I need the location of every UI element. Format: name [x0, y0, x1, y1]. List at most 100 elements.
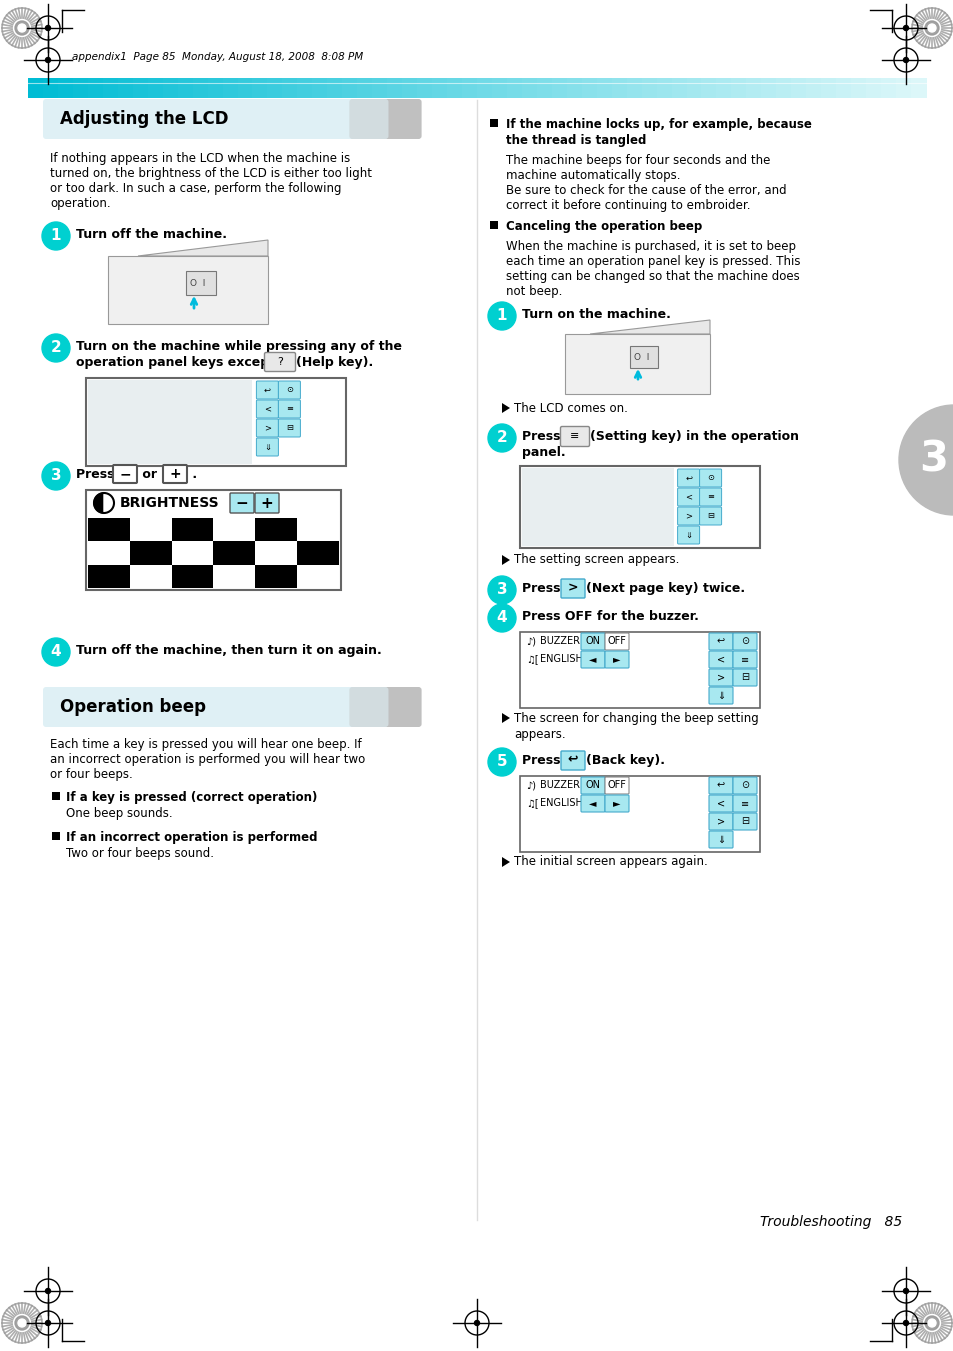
Text: ⇓: ⇓	[264, 443, 271, 451]
FancyBboxPatch shape	[43, 688, 396, 727]
Circle shape	[924, 22, 938, 35]
FancyBboxPatch shape	[264, 353, 295, 372]
Text: ►: ►	[613, 798, 620, 808]
Bar	[519, 466, 760, 549]
Bar	[490, 119, 497, 127]
Bar	[700, 78, 717, 99]
Bar	[656, 78, 672, 99]
FancyBboxPatch shape	[580, 777, 604, 794]
Text: BUZZER: BUZZER	[539, 781, 579, 790]
Text: ≡: ≡	[706, 493, 714, 501]
Text: The screen for changing the beep setting: The screen for changing the beep setting	[514, 712, 758, 725]
Circle shape	[924, 1316, 938, 1329]
Bar	[865, 78, 882, 99]
Bar	[805, 78, 821, 99]
Text: the thread is tangled: the thread is tangled	[505, 134, 646, 147]
Bar	[213, 517, 255, 542]
Text: Canceling the operation beep: Canceling the operation beep	[505, 220, 701, 232]
Text: Each time a key is pressed you will hear one beep. If: Each time a key is pressed you will hear…	[50, 738, 361, 751]
Bar	[476, 78, 493, 99]
Circle shape	[488, 604, 516, 632]
FancyBboxPatch shape	[580, 794, 604, 812]
Bar	[461, 78, 477, 99]
Bar	[492, 78, 507, 99]
Circle shape	[474, 1320, 479, 1325]
Circle shape	[902, 58, 907, 62]
Bar	[213, 542, 255, 565]
FancyBboxPatch shape	[708, 777, 732, 794]
Bar	[790, 78, 806, 99]
Circle shape	[488, 303, 516, 330]
Bar	[490, 222, 497, 230]
Text: Turn on the machine while pressing any of the: Turn on the machine while pressing any o…	[76, 340, 401, 353]
Circle shape	[46, 58, 51, 62]
Bar	[297, 78, 313, 99]
FancyBboxPatch shape	[732, 813, 757, 830]
Text: panel.: panel.	[521, 446, 565, 459]
FancyBboxPatch shape	[230, 493, 253, 513]
Text: Turn off the machine, then turn it on again.: Turn off the machine, then turn it on ag…	[76, 644, 381, 657]
FancyBboxPatch shape	[708, 634, 732, 650]
Bar	[850, 78, 866, 99]
Text: O  I: O I	[634, 353, 649, 362]
Text: (Back key).: (Back key).	[585, 754, 664, 767]
Bar	[108, 255, 268, 324]
Text: If an incorrect operation is performed: If an incorrect operation is performed	[66, 831, 317, 844]
Bar	[581, 78, 598, 99]
Text: operation panel keys except: operation panel keys except	[76, 357, 279, 369]
Text: OFF: OFF	[607, 636, 626, 647]
Text: ≡: ≡	[740, 798, 748, 808]
FancyBboxPatch shape	[278, 419, 300, 436]
Circle shape	[15, 1316, 29, 1329]
Text: ♫[: ♫[	[525, 798, 538, 808]
Bar	[551, 78, 567, 99]
Bar	[731, 78, 746, 99]
Bar	[296, 517, 338, 542]
Bar	[28, 78, 44, 99]
Text: or too dark. In such a case, perform the following: or too dark. In such a case, perform the…	[50, 182, 341, 195]
Circle shape	[902, 26, 907, 31]
FancyBboxPatch shape	[604, 651, 628, 667]
Bar	[521, 467, 673, 546]
Bar	[86, 490, 340, 590]
Text: operation.: operation.	[50, 197, 111, 209]
Bar	[821, 78, 837, 99]
FancyBboxPatch shape	[699, 469, 720, 486]
Bar	[103, 78, 119, 99]
Text: ↩: ↩	[717, 781, 724, 790]
FancyBboxPatch shape	[349, 688, 421, 727]
Text: ⇓: ⇓	[684, 531, 691, 539]
FancyBboxPatch shape	[256, 381, 278, 399]
Bar	[402, 78, 417, 99]
FancyBboxPatch shape	[708, 651, 732, 667]
Polygon shape	[589, 320, 709, 334]
Text: ◄: ◄	[589, 654, 597, 665]
Bar	[895, 78, 911, 99]
FancyBboxPatch shape	[708, 669, 732, 686]
Text: correct it before continuing to embroider.: correct it before continuing to embroide…	[505, 199, 750, 212]
FancyBboxPatch shape	[604, 634, 628, 650]
FancyBboxPatch shape	[708, 813, 732, 830]
Text: (Setting key) in the operation: (Setting key) in the operation	[589, 430, 799, 443]
Text: ≡: ≡	[570, 431, 579, 440]
Bar	[671, 78, 687, 99]
Text: <: <	[717, 654, 724, 665]
FancyBboxPatch shape	[560, 751, 584, 770]
Bar	[447, 78, 462, 99]
FancyBboxPatch shape	[278, 381, 300, 399]
Bar	[776, 78, 792, 99]
Text: ♪): ♪)	[525, 781, 536, 790]
Bar	[910, 78, 926, 99]
Text: Turn on the machine.: Turn on the machine.	[521, 308, 670, 322]
Circle shape	[902, 1289, 907, 1293]
Bar	[43, 78, 59, 99]
Bar	[519, 632, 760, 708]
Bar	[387, 78, 403, 99]
Text: +: +	[260, 496, 274, 511]
FancyBboxPatch shape	[256, 438, 278, 457]
Text: or: or	[138, 467, 161, 481]
Bar	[253, 78, 268, 99]
Text: ON: ON	[585, 781, 599, 790]
Bar	[88, 517, 130, 542]
FancyBboxPatch shape	[604, 794, 628, 812]
